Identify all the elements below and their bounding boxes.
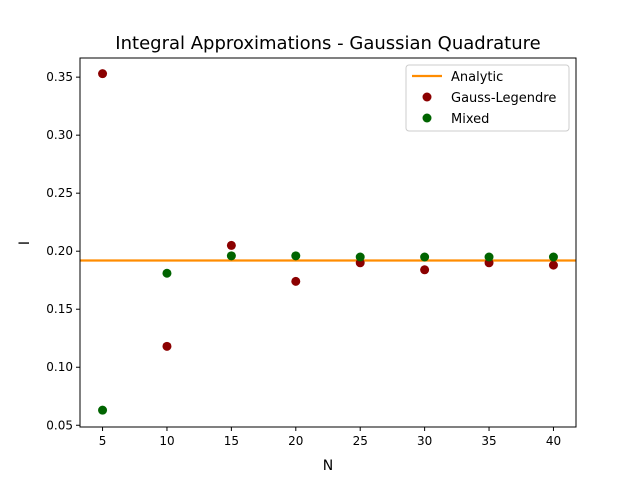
- y-tick-label: 0.30: [46, 128, 73, 142]
- gauss-legendre-point: [548, 260, 558, 270]
- y-tick-label: 0.35: [46, 70, 73, 84]
- y-axis-label: I: [17, 241, 33, 245]
- gauss-legendre-point: [226, 240, 236, 250]
- axes-frame: [79, 57, 577, 428]
- legend-box: [405, 64, 570, 132]
- x-tick-label: 10: [159, 434, 174, 448]
- legend: Analytic Gauss-Legendre Mixed: [405, 64, 570, 132]
- y-tick-label: 0.15: [46, 302, 73, 316]
- x-axis: 5 10 15 20 25 30 35 40: [99, 427, 561, 448]
- mixed-point: [98, 405, 108, 415]
- x-tick-label: 35: [481, 434, 496, 448]
- y-tick-label: 0.10: [46, 360, 73, 374]
- plot-area: [80, 69, 576, 415]
- y-axis: 0.05 0.10 0.15 0.20 0.25 0.30 0.35: [46, 70, 80, 432]
- gauss-legendre-point: [162, 341, 172, 351]
- x-tick-label: 40: [546, 434, 561, 448]
- y-tick-label: 0.25: [46, 186, 73, 200]
- x-tick-label: 30: [417, 434, 432, 448]
- mixed-point: [291, 251, 301, 261]
- legend-mixed-marker: [422, 113, 432, 123]
- y-tick-label: 0.20: [46, 244, 73, 258]
- x-tick-label: 20: [288, 434, 303, 448]
- legend-analytic-label: Analytic: [451, 70, 503, 85]
- gauss-legendre-point: [98, 69, 108, 79]
- legend-gauss-legendre-label: Gauss-Legendre: [451, 91, 556, 106]
- mixed-point: [162, 268, 172, 278]
- mixed-point: [226, 251, 236, 261]
- y-tick-label: 0.05: [46, 418, 73, 432]
- x-axis-label: N: [323, 458, 333, 474]
- legend-gauss-legendre-marker: [422, 92, 432, 102]
- x-tick-label: 15: [224, 434, 239, 448]
- gauss-legendre-point: [291, 276, 301, 286]
- mixed-point: [355, 252, 365, 262]
- chart-title: Integral Approximations - Gaussian Quadr…: [115, 33, 540, 54]
- mixed-point: [420, 252, 430, 262]
- gauss-legendre-point: [420, 265, 430, 275]
- mixed-point: [484, 252, 494, 262]
- legend-mixed-label: Mixed: [451, 112, 489, 127]
- mixed-point: [548, 252, 558, 262]
- x-tick-label: 5: [99, 434, 107, 448]
- x-tick-label: 25: [353, 434, 368, 448]
